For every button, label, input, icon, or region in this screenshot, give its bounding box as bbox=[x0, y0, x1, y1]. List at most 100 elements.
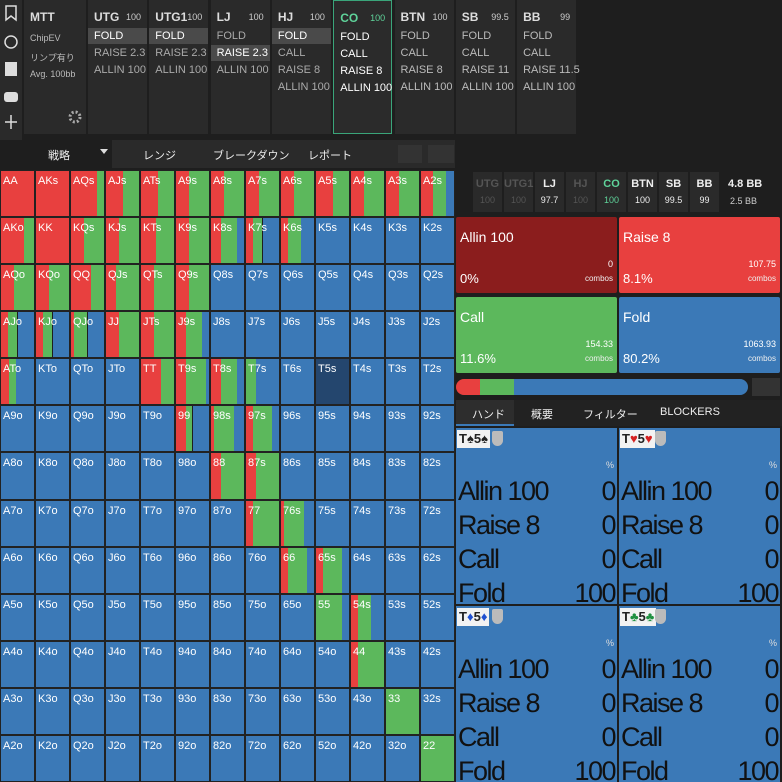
tab[interactable]: ブレークダウン bbox=[213, 150, 290, 162]
hand-cell[interactable]: T7o bbox=[140, 499, 175, 547]
bar-menu[interactable] bbox=[752, 378, 780, 396]
hand-cell[interactable]: QTo bbox=[70, 358, 105, 406]
hand-cell[interactable]: 92o bbox=[175, 734, 210, 782]
position-column[interactable]: UTG1 100 FOLD RAISE 2.3 ALLIN 100 bbox=[149, 0, 209, 134]
hand-cell[interactable]: 32s bbox=[420, 687, 455, 735]
hand-cell[interactable]: 55 bbox=[315, 593, 350, 641]
hand-cell[interactable]: A2s bbox=[420, 170, 455, 218]
hand-cell[interactable]: Q6o bbox=[70, 546, 105, 594]
hand-cell[interactable]: A4o bbox=[0, 640, 35, 688]
hand-cell[interactable]: KQs bbox=[70, 217, 105, 265]
hand-cell[interactable]: Q4o bbox=[70, 640, 105, 688]
hand-cell[interactable]: AKs bbox=[35, 170, 70, 218]
hand-cell[interactable]: A7o bbox=[0, 499, 35, 547]
filter-toggle[interactable] bbox=[428, 145, 454, 163]
hand-cell[interactable]: 98s bbox=[210, 405, 245, 453]
hand-cell[interactable]: J2o bbox=[105, 734, 140, 782]
hand-cell[interactable]: K6s bbox=[280, 217, 315, 265]
hand-cell[interactable]: T2s bbox=[420, 358, 455, 406]
hand-cell[interactable]: 88 bbox=[210, 452, 245, 500]
hand-cell[interactable]: JJ bbox=[105, 311, 140, 359]
hand-cell[interactable]: T8s bbox=[210, 358, 245, 406]
hand-cell[interactable]: A9s bbox=[175, 170, 210, 218]
hand-cell[interactable]: AJo bbox=[0, 311, 35, 359]
hand-cell[interactable]: KJo bbox=[35, 311, 70, 359]
hand-cell[interactable]: 97s bbox=[245, 405, 280, 453]
hand-cell[interactable]: 84s bbox=[350, 452, 385, 500]
hand-cell[interactable]: T9s bbox=[175, 358, 210, 406]
hand-cell[interactable]: 22 bbox=[420, 734, 455, 782]
hand-cell[interactable]: 73s bbox=[385, 499, 420, 547]
hand-cell[interactable]: K5o bbox=[35, 593, 70, 641]
hand-cell[interactable]: T5o bbox=[140, 593, 175, 641]
hand-cell[interactable]: 32o bbox=[385, 734, 420, 782]
position-column[interactable]: HJ 100 FOLD CALL RAISE 8 ALLIN 100 bbox=[271, 0, 331, 134]
hand-tab[interactable]: 概要 bbox=[531, 409, 553, 421]
action-option[interactable]: CALL bbox=[400, 47, 429, 59]
hand-cell[interactable]: K5s bbox=[315, 217, 350, 265]
action-option[interactable]: ALLIN 100 bbox=[523, 81, 576, 93]
hand-cell[interactable]: 52o bbox=[315, 734, 350, 782]
hand-cell[interactable]: TT bbox=[140, 358, 175, 406]
hand-cell[interactable]: Q6s bbox=[280, 264, 315, 312]
hand-cell[interactable]: Q7o bbox=[70, 499, 105, 547]
hand-card[interactable]: T♠5♠% Allin 100 0 Raise 8 0 Call 0 Fold 100 bbox=[456, 428, 617, 604]
hand-cell[interactable]: 83o bbox=[210, 687, 245, 735]
hand-cell[interactable]: A2o bbox=[0, 734, 35, 782]
hand-cell[interactable]: 86s bbox=[280, 452, 315, 500]
hand-cell[interactable]: T6s bbox=[280, 358, 315, 406]
action-option[interactable]: FOLD bbox=[340, 31, 370, 43]
hand-cell[interactable]: K4s bbox=[350, 217, 385, 265]
hand-cell[interactable]: 82s bbox=[420, 452, 455, 500]
position-column[interactable]: BTN 100 FOLD CALL RAISE 8 ALLIN 100 bbox=[394, 0, 454, 134]
hand-cell[interactable]: 42o bbox=[350, 734, 385, 782]
hand-cell[interactable]: 76s bbox=[280, 499, 315, 547]
hand-cell[interactable]: AKo bbox=[0, 217, 35, 265]
hand-cell[interactable]: AQs bbox=[70, 170, 105, 218]
hand-cell[interactable]: AQo bbox=[0, 264, 35, 312]
hand-card[interactable]: T♣5♣% Allin 100 0 Raise 8 0 Call 0 Fold 100 bbox=[619, 606, 780, 782]
hand-tab[interactable]: BLOCKERS bbox=[660, 406, 720, 418]
action-option[interactable]: RAISE 2.3 bbox=[210, 45, 270, 61]
hand-cell[interactable]: A4s bbox=[350, 170, 385, 218]
hand-cell[interactable]: A3o bbox=[0, 687, 35, 735]
hand-cell[interactable]: 85o bbox=[210, 593, 245, 641]
hand-cell[interactable]: K4o bbox=[35, 640, 70, 688]
hand-card[interactable]: T♥5♥% Allin 100 0 Raise 8 0 Call 0 Fold 100 bbox=[619, 428, 780, 604]
action-option[interactable]: RAISE 2.3 bbox=[155, 47, 207, 59]
hand-tab[interactable]: ハンド bbox=[472, 409, 505, 421]
action-option[interactable]: CALL bbox=[523, 47, 551, 59]
hand-cell[interactable]: JTo bbox=[105, 358, 140, 406]
hand-cell[interactable]: J9s bbox=[175, 311, 210, 359]
hand-cell[interactable]: Q3s bbox=[385, 264, 420, 312]
hand-cell[interactable]: 62s bbox=[420, 546, 455, 594]
hand-cell[interactable]: QJo bbox=[70, 311, 105, 359]
hand-cell[interactable]: K3o bbox=[35, 687, 70, 735]
hand-cell[interactable]: 75o bbox=[245, 593, 280, 641]
hand-cell[interactable]: A6o bbox=[0, 546, 35, 594]
hand-cell[interactable]: Q2s bbox=[420, 264, 455, 312]
action-option[interactable]: RAISE 8 bbox=[400, 64, 443, 76]
action-option[interactable]: ALLIN 100 bbox=[340, 82, 393, 94]
position-column[interactable]: UTG 100 FOLD RAISE 2.3 ALLIN 100 bbox=[88, 0, 147, 134]
hand-cell[interactable]: QQ bbox=[70, 264, 105, 312]
action-option[interactable]: ALLIN 100 bbox=[155, 64, 208, 76]
hand-cell[interactable]: KJs bbox=[105, 217, 140, 265]
tab[interactable]: 戦略 bbox=[48, 150, 70, 162]
hand-cell[interactable]: A8s bbox=[210, 170, 245, 218]
hand-cell[interactable]: Q8o bbox=[70, 452, 105, 500]
action-option[interactable]: RAISE 2.3 bbox=[94, 47, 146, 59]
hand-cell[interactable]: Q3o bbox=[70, 687, 105, 735]
hand-cell[interactable]: T5s bbox=[315, 358, 350, 406]
hand-cell[interactable]: 96o bbox=[175, 546, 210, 594]
hand-cell[interactable]: K8s bbox=[210, 217, 245, 265]
action-option[interactable]: RAISE 8 bbox=[277, 64, 321, 76]
hand-cell[interactable]: Q8s bbox=[210, 264, 245, 312]
hand-cell[interactable]: 53s bbox=[385, 593, 420, 641]
hand-cell[interactable]: J6s bbox=[280, 311, 315, 359]
hand-cell[interactable]: 43s bbox=[385, 640, 420, 688]
hand-cell[interactable]: J5s bbox=[315, 311, 350, 359]
action-option[interactable]: FOLD bbox=[88, 28, 147, 44]
hand-cell[interactable]: J2s bbox=[420, 311, 455, 359]
hand-cell[interactable]: 75s bbox=[315, 499, 350, 547]
